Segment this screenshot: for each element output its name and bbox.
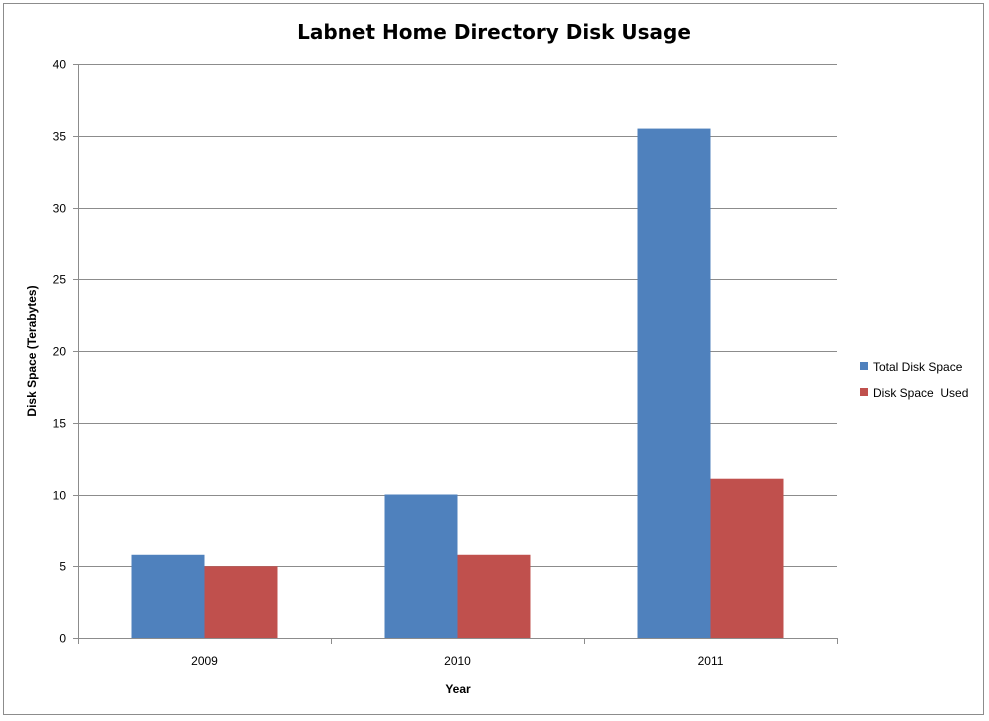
y-tick-label: 5 — [59, 560, 66, 574]
legend-swatch — [860, 362, 868, 370]
y-tick-label: 10 — [53, 489, 67, 503]
bar-total-disk-space-2010 — [384, 494, 458, 638]
y-axis-label: Disk Space (Terabytes) — [25, 285, 39, 416]
y-tick-label: 40 — [53, 58, 67, 72]
axes — [73, 64, 838, 644]
y-tick-label: 15 — [53, 417, 67, 431]
x-tick-label: 2011 — [698, 654, 724, 668]
x-tick-labels: 2009 2010 2011 — [191, 654, 724, 668]
bar-total-disk-space-2011 — [637, 128, 711, 638]
chart-title: Labnet Home Directory Disk Usage — [297, 20, 691, 44]
legend-swatch — [860, 388, 868, 396]
bar-disk-space-used-2009 — [204, 566, 278, 638]
legend: Total Disk Space Disk Space Used — [860, 360, 968, 400]
legend-label: Total Disk Space — [873, 360, 963, 374]
legend-label: Disk Space Used — [873, 386, 968, 400]
y-tick-label: 20 — [53, 345, 67, 359]
x-tick-label: 2010 — [444, 654, 471, 668]
bar-disk-space-used-2010 — [457, 554, 531, 638]
y-tick-label: 25 — [53, 273, 67, 287]
y-tick-labels: 0 5 10 15 20 25 30 35 40 — [53, 58, 67, 646]
y-tick-label: 0 — [59, 632, 66, 646]
x-tick-label: 2009 — [191, 654, 218, 668]
bars — [131, 128, 784, 638]
y-tick-label: 30 — [53, 202, 67, 216]
x-axis-label: Year — [445, 682, 471, 696]
bar-disk-space-used-2011 — [710, 478, 784, 638]
bar-total-disk-space-2009 — [131, 554, 205, 638]
y-tick-label: 35 — [53, 130, 67, 144]
